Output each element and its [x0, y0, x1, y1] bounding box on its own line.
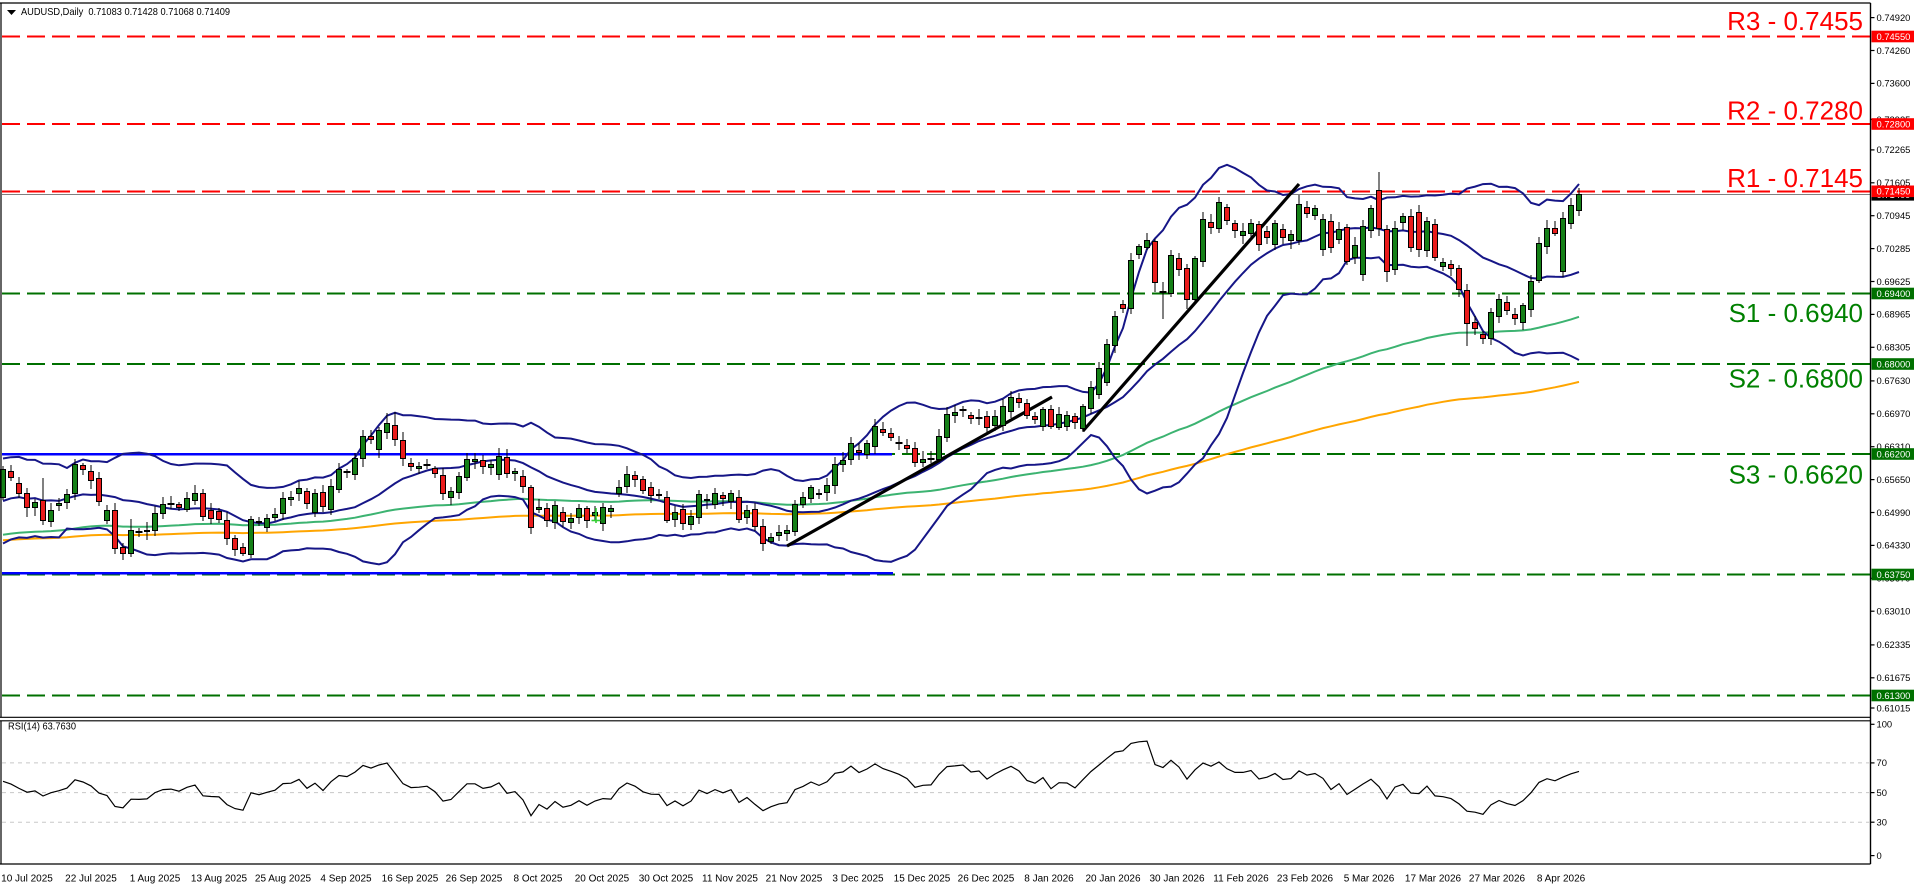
svg-text:S3 - 0.6620: S3 - 0.6620 — [1729, 460, 1863, 490]
svg-text:1 Aug 2025: 1 Aug 2025 — [130, 874, 181, 885]
svg-text:0.68305: 0.68305 — [1877, 342, 1911, 353]
svg-text:0.66970: 0.66970 — [1877, 408, 1911, 419]
svg-text:0.72800: 0.72800 — [1877, 118, 1911, 129]
svg-text:R1 - 0.7145: R1 - 0.7145 — [1727, 163, 1863, 193]
svg-text:0.74920: 0.74920 — [1877, 12, 1911, 23]
svg-text:0.67630: 0.67630 — [1877, 375, 1911, 386]
svg-text:0.68965: 0.68965 — [1877, 309, 1911, 320]
svg-text:22 Jul 2025: 22 Jul 2025 — [65, 874, 117, 885]
svg-text:8 Oct 2025: 8 Oct 2025 — [514, 874, 563, 885]
svg-text:0.61015: 0.61015 — [1877, 702, 1911, 713]
svg-text:0.66310: 0.66310 — [1877, 441, 1911, 452]
svg-text:30 Oct 2025: 30 Oct 2025 — [639, 874, 694, 885]
svg-text:4 Sep 2025: 4 Sep 2025 — [320, 874, 372, 885]
svg-text:50: 50 — [1877, 787, 1887, 798]
svg-text:0: 0 — [1877, 850, 1882, 861]
svg-text:R2 - 0.7280: R2 - 0.7280 — [1727, 96, 1863, 126]
svg-text:70: 70 — [1877, 757, 1887, 768]
svg-text:26 Sep 2025: 26 Sep 2025 — [446, 874, 503, 885]
svg-text:S2 - 0.6800: S2 - 0.6800 — [1729, 364, 1863, 394]
svg-text:10 Jul 2025: 10 Jul 2025 — [1, 874, 53, 885]
svg-text:20 Oct 2025: 20 Oct 2025 — [575, 874, 630, 885]
svg-text:AUDUSD,Daily 0.71083 0.71428: AUDUSD,Daily 0.71083 0.71428 0.71068 0.7… — [21, 7, 230, 18]
svg-text:0.62335: 0.62335 — [1877, 639, 1911, 650]
svg-text:R3 - 0.7455: R3 - 0.7455 — [1727, 6, 1863, 36]
svg-text:13 Aug 2025: 13 Aug 2025 — [191, 874, 248, 885]
svg-text:17 Mar 2026: 17 Mar 2026 — [1405, 874, 1462, 885]
svg-text:0.70285: 0.70285 — [1877, 243, 1911, 254]
svg-text:0.64990: 0.64990 — [1877, 507, 1911, 518]
svg-text:0.69400: 0.69400 — [1877, 288, 1911, 299]
svg-text:0.64330: 0.64330 — [1877, 540, 1911, 551]
svg-text:20 Jan 2026: 20 Jan 2026 — [1085, 874, 1140, 885]
svg-text:0.68000: 0.68000 — [1877, 358, 1911, 369]
svg-text:0.61300: 0.61300 — [1877, 690, 1911, 701]
svg-text:0.71450: 0.71450 — [1877, 186, 1911, 197]
svg-text:0.73600: 0.73600 — [1877, 78, 1911, 89]
svg-text:30: 30 — [1877, 817, 1887, 828]
svg-text:15 Dec 2025: 15 Dec 2025 — [894, 874, 951, 885]
svg-text:0.70945: 0.70945 — [1877, 210, 1911, 221]
svg-text:0.74550: 0.74550 — [1877, 31, 1911, 42]
svg-text:23 Feb 2026: 23 Feb 2026 — [1277, 874, 1334, 885]
svg-text:25 Aug 2025: 25 Aug 2025 — [255, 874, 312, 885]
svg-text:0.69625: 0.69625 — [1877, 276, 1911, 287]
svg-text:8 Apr 2026: 8 Apr 2026 — [1537, 874, 1586, 885]
svg-text:0.74260: 0.74260 — [1877, 45, 1911, 56]
svg-text:0.66200: 0.66200 — [1877, 448, 1911, 459]
svg-text:8 Jan 2026: 8 Jan 2026 — [1024, 874, 1074, 885]
svg-text:21 Nov 2025: 21 Nov 2025 — [766, 874, 823, 885]
svg-text:0.71605: 0.71605 — [1877, 177, 1911, 188]
svg-text:11 Feb 2026: 11 Feb 2026 — [1213, 874, 1269, 885]
svg-text:100: 100 — [1877, 719, 1893, 730]
svg-text:0.61675: 0.61675 — [1877, 672, 1911, 683]
svg-text:3 Dec 2025: 3 Dec 2025 — [832, 874, 884, 885]
svg-text:0.63750: 0.63750 — [1877, 569, 1911, 580]
svg-text:11 Nov 2025: 11 Nov 2025 — [702, 874, 758, 885]
svg-text:26 Dec 2025: 26 Dec 2025 — [958, 874, 1015, 885]
svg-text:0.65650: 0.65650 — [1877, 474, 1911, 485]
svg-text:S1 - 0.6940: S1 - 0.6940 — [1729, 298, 1863, 328]
svg-text:0.72265: 0.72265 — [1877, 144, 1911, 155]
svg-text:RSI(14) 63.7630: RSI(14) 63.7630 — [8, 721, 76, 733]
svg-text:0.63010: 0.63010 — [1877, 606, 1911, 617]
svg-text:27 Mar 2026: 27 Mar 2026 — [1469, 874, 1526, 885]
svg-text:16 Sep 2025: 16 Sep 2025 — [382, 874, 439, 885]
svg-text:30 Jan 2026: 30 Jan 2026 — [1149, 874, 1204, 885]
svg-text:5 Mar 2026: 5 Mar 2026 — [1344, 874, 1395, 885]
